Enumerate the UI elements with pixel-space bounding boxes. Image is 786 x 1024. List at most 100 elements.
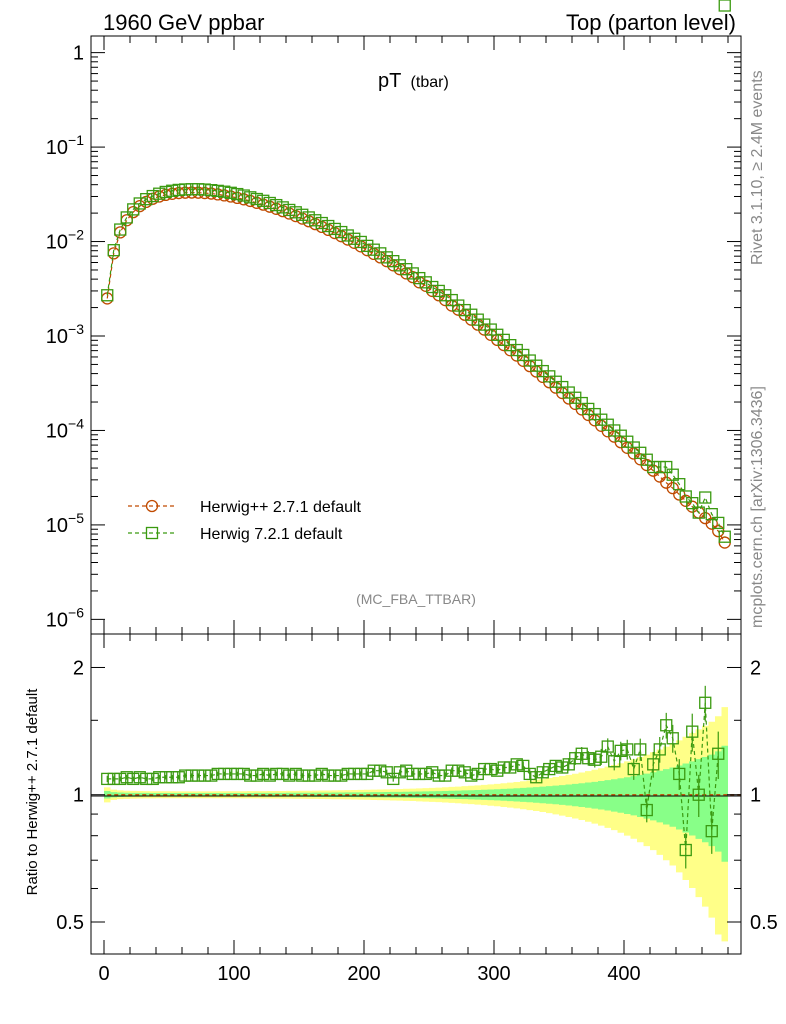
ratio-plot: 0.5 0.5 1 1 2 2 0 100 200 300 400 Ratio to Herwig… (24, 0, 778, 985)
data-point-herwig7 (400, 263, 413, 276)
ratio-data-point (517, 759, 530, 773)
data-point-herwig7 (302, 211, 315, 224)
ratio-data-point (484, 762, 497, 776)
main-y-tick-label: 1 (73, 43, 84, 65)
plot-title: pT (tbar) (378, 70, 449, 92)
ratio-band-1sigma (104, 745, 728, 862)
ratio-band-2sigma (104, 707, 728, 942)
ratio-data-point (302, 769, 315, 782)
data-point-herwig7 (270, 198, 283, 212)
legend-label-herwig7: Herwig 7.2.1 default (200, 526, 343, 543)
ratio-data-point (354, 767, 367, 781)
data-point-herwig7 (153, 187, 166, 200)
main-y-tick-label: 10−2 (46, 227, 84, 254)
legend-entry-herwig7: Herwig 7.2.1 default (128, 526, 343, 543)
ratio-data-point (140, 772, 153, 786)
ratio-data-point (341, 767, 354, 781)
x-tick-label: 400 (607, 963, 640, 985)
data-point-herwig7 (166, 184, 179, 197)
ratio-data-point (510, 758, 523, 771)
ratio-data-point (348, 767, 361, 781)
ratio-data-point (244, 769, 257, 782)
main-y-tick-label: 10−5 (46, 510, 84, 537)
ratio-data-point (419, 767, 432, 781)
data-point-herwig7 (140, 193, 153, 206)
data-point-herwig7 (231, 187, 244, 201)
data-point-herwig7 (660, 460, 673, 474)
ratio-data-point (263, 769, 276, 782)
data-point-herwig7 (712, 516, 725, 530)
data-point-herwigpp (341, 233, 354, 246)
ratio-data-point (718, 0, 731, 12)
ratio-data-point (224, 767, 237, 781)
data-point-herwig7 (367, 243, 380, 256)
data-point-herwig7 (276, 201, 289, 214)
ratio-data-point (614, 744, 627, 757)
ratio-data-point (653, 743, 666, 756)
analysis-label: (MC_FBA_TTBAR) (356, 591, 476, 607)
data-point-herwig7 (296, 208, 309, 221)
data-point-herwig7 (146, 189, 159, 203)
data-point-herwig7 (263, 196, 276, 210)
ratio-data-point (465, 769, 478, 782)
data-point-herwig7 (328, 222, 341, 236)
ratio-data-point (172, 771, 185, 784)
series-line-herwigpp (106, 191, 726, 543)
ratio-data-point (478, 762, 491, 776)
data-point-herwig7 (257, 194, 270, 207)
data-point-herwig7 (374, 247, 387, 260)
ratio-data-point (270, 767, 283, 781)
ratio-data-point (660, 719, 673, 732)
ratio-data-point (198, 769, 211, 782)
data-point-herwig7 (250, 192, 263, 206)
ratio-data-point (673, 767, 686, 781)
ratio-data-point (335, 769, 348, 782)
data-point-herwig7 (432, 284, 445, 298)
data-point-herwig7 (192, 183, 205, 196)
main-y-tick-label: 10−3 (46, 321, 84, 348)
ratio-data-point (536, 766, 549, 779)
ratio-data-point (692, 788, 705, 801)
data-point-herwig7 (718, 530, 731, 543)
ratio-data-point (380, 766, 393, 779)
ratio-x-ticks: 0 100 200 300 400 (98, 634, 729, 985)
ratio-data-point (413, 767, 426, 781)
ratio-data-point (153, 771, 166, 784)
ratio-data-point (328, 769, 341, 782)
data-point-herwig7 (198, 183, 211, 196)
data-point-herwig7 (699, 491, 712, 504)
ratio-data-point (387, 772, 400, 786)
data-point-herwig7 (640, 453, 653, 466)
data-point-herwig7 (335, 225, 348, 239)
legend-label-herwigpp: Herwig++ 2.7.1 default (200, 499, 362, 516)
data-point-herwig7 (309, 214, 322, 227)
ratio-data-point (179, 769, 192, 782)
ratio-data-point (426, 766, 439, 779)
ratio-data-point (406, 767, 419, 781)
main-y-tick-label: 10−4 (46, 415, 84, 442)
ratio-data-point (621, 743, 634, 756)
data-point-herwig7 (679, 490, 692, 503)
data-point-herwig7 (380, 251, 393, 264)
ratio-data-point (250, 769, 263, 782)
main-series (101, 183, 731, 549)
data-point-herwig7 (283, 203, 296, 217)
data-point-herwig7 (120, 211, 133, 224)
ratio-data-point (283, 769, 296, 782)
ratio-data-point (640, 803, 653, 817)
ratio-data-point (237, 767, 250, 781)
ratio-data-point (582, 752, 595, 765)
data-point-herwig7 (289, 206, 302, 219)
ratio-data-point (315, 767, 328, 781)
ratio-y-tick-label-left: 0.5 (56, 912, 84, 934)
ratio-data-point (666, 732, 679, 745)
data-point-herwig7 (406, 267, 419, 280)
ratio-bands (104, 707, 728, 942)
ratio-data-point (634, 743, 647, 756)
data-point-herwig7 (237, 189, 250, 202)
ratio-data-point (393, 766, 406, 779)
ratio-data-point (120, 771, 133, 784)
data-point-herwig7 (686, 496, 699, 510)
ratio-data-point (205, 769, 218, 782)
ratio-data-point (257, 767, 270, 781)
